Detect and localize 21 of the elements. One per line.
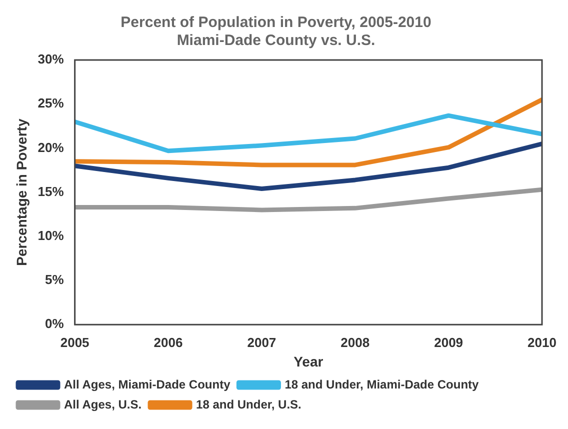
x-tick-label: 2007 xyxy=(247,334,276,350)
y-tick-label: 20% xyxy=(38,140,64,155)
y-tick-label: 15% xyxy=(38,184,64,199)
y-tick-label: 25% xyxy=(38,96,64,111)
y-tick-label: 10% xyxy=(38,228,64,243)
y-tick-label: 30% xyxy=(38,52,64,67)
y-tick-label: 5% xyxy=(45,272,64,288)
x-tick-label: 2009 xyxy=(434,334,464,350)
x-tick-label: 2006 xyxy=(154,334,183,350)
chart-subtitle: Miami-Dade County vs. U.S. xyxy=(176,32,376,50)
x-tick-label: 2005 xyxy=(60,334,90,350)
x-tick-label: 2010 xyxy=(528,334,556,350)
y-tick-label: 0% xyxy=(45,316,64,332)
legend-label: All Ages, U.S. xyxy=(64,397,142,412)
legend-label: 18 and Under, Miami-Dade County xyxy=(284,377,480,392)
x-axis-title: Year xyxy=(294,353,324,370)
legend-label: All Ages, Miami-Dade County xyxy=(64,377,231,392)
legend-label: 18 and Under, U.S. xyxy=(196,397,302,412)
x-tick-label: 2008 xyxy=(340,334,370,350)
chart-title: Percent of Population in Poverty, 2005-2010 xyxy=(120,14,432,32)
y-axis-title: Percentage in Poverty xyxy=(13,118,30,266)
